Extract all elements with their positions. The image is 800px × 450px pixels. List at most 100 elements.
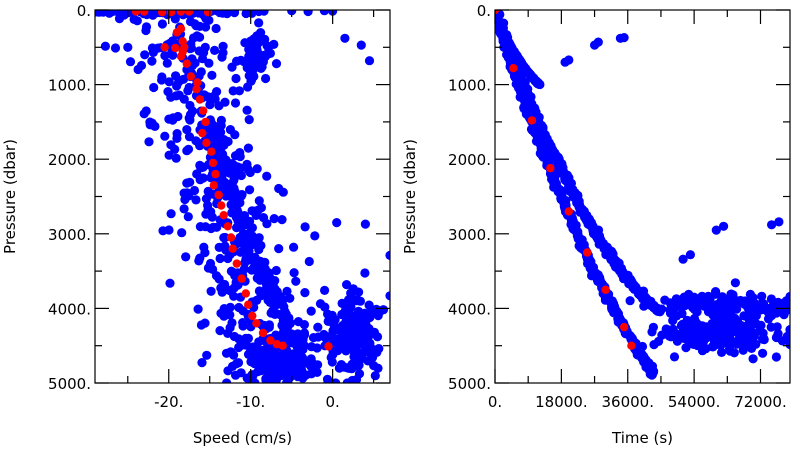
profile-point	[226, 233, 236, 242]
profile-point	[192, 84, 201, 94]
scatter-point	[360, 219, 370, 229]
scatter-point	[647, 370, 657, 380]
scatter-point	[178, 74, 189, 84]
scatter-point	[304, 256, 314, 267]
scatter-point	[373, 363, 383, 373]
scatter-point	[212, 10, 222, 16]
profile-point	[185, 10, 194, 16]
profile-point	[186, 72, 196, 81]
scatter-point	[711, 336, 721, 346]
scatter-point	[168, 50, 178, 60]
scatter-point	[289, 368, 299, 378]
scatter-point	[125, 57, 136, 67]
scatter-point	[374, 344, 384, 354]
scatter-point	[196, 163, 206, 173]
scatter-point	[255, 61, 265, 71]
scatter-point	[306, 342, 317, 352]
scatter-point	[255, 51, 265, 62]
scatter-point	[619, 33, 629, 43]
scatter-point	[164, 77, 174, 87]
profile-point	[228, 244, 237, 253]
scatter-point	[271, 265, 281, 276]
scatter-point	[734, 324, 744, 335]
scatter-point	[251, 356, 261, 366]
scatter-point	[740, 342, 750, 352]
profile-point	[198, 128, 207, 138]
scatter-point	[218, 41, 228, 51]
scatter-point	[243, 248, 253, 258]
profile-point	[195, 95, 205, 104]
profile-point	[252, 319, 261, 328]
scatter-point	[230, 98, 241, 108]
scatter-point	[214, 101, 224, 111]
scatter-point	[261, 73, 271, 84]
scatter-point	[243, 143, 253, 153]
x-tick-label: 54000.	[668, 393, 721, 411]
scatter-point	[289, 268, 299, 278]
y-axis-label: Pressure (dbar)	[1, 139, 19, 254]
scatter-point	[272, 287, 282, 297]
scatter-point	[376, 306, 386, 316]
x-axis-label: Speed (cm/s)	[193, 429, 292, 447]
scatter-point	[593, 37, 603, 47]
profile-point	[495, 10, 500, 15]
scatter-point	[269, 214, 279, 224]
scatter-point	[289, 242, 299, 252]
scatter-point	[306, 306, 316, 316]
scatter-point	[757, 291, 767, 301]
scatter-point	[315, 299, 326, 309]
scatter-point	[192, 31, 202, 41]
scatter-point	[271, 59, 282, 69]
scatter-point	[207, 212, 217, 222]
scatter-point	[759, 333, 769, 343]
profile-point	[564, 207, 573, 216]
scatter-point	[202, 350, 212, 360]
scatter-point	[234, 334, 244, 344]
y-axis-label: Pressure (dbar)	[401, 139, 419, 254]
profile-point	[509, 63, 518, 73]
scatter-point	[206, 223, 216, 234]
x-tick-label: 0.	[488, 393, 502, 411]
profile-point	[207, 147, 216, 156]
scatter-point	[323, 309, 333, 319]
profile-point	[601, 285, 610, 294]
y-tick-label: 5000.	[448, 375, 491, 393]
scatter-point	[254, 268, 264, 278]
scatter-point	[713, 312, 723, 322]
profile-point	[223, 222, 232, 231]
scatter-point	[183, 144, 194, 154]
scatter-point	[166, 209, 176, 219]
scatter-point	[110, 43, 121, 53]
profile-point	[158, 10, 167, 17]
scatter-point	[763, 314, 774, 324]
scatter-point	[250, 234, 260, 244]
scatter-point	[287, 352, 297, 362]
scatter-point	[293, 339, 303, 349]
scatter-point	[368, 352, 378, 362]
scatter-point	[293, 317, 303, 327]
scatter-point	[182, 125, 192, 135]
scatter-point	[223, 366, 233, 376]
scatter-point	[385, 250, 390, 260]
profile-point	[140, 10, 149, 16]
scatter-point	[231, 73, 241, 84]
scatter-point	[166, 140, 176, 150]
scatter-point	[206, 286, 216, 296]
plot-frame	[94, 9, 391, 384]
scatter-point	[214, 274, 224, 284]
scatter-point	[245, 167, 255, 178]
y-tick-label: 2000.	[48, 151, 91, 169]
profile-point	[209, 181, 218, 190]
scatter-point	[771, 352, 782, 362]
scatter-point	[697, 333, 707, 343]
scatter-point	[157, 19, 167, 29]
scatter-point	[218, 48, 228, 58]
scatter-point	[197, 358, 207, 368]
scatter-point	[210, 134, 220, 144]
scatter-point	[297, 365, 307, 376]
profile-point	[324, 342, 333, 351]
tick-labels: -20. -10. 0. 0. 1000. 2000. 3000. 4000. 5000.	[48, 2, 340, 411]
scatter-point	[228, 160, 239, 170]
profile-point	[203, 10, 213, 17]
scatter-point	[291, 276, 301, 286]
